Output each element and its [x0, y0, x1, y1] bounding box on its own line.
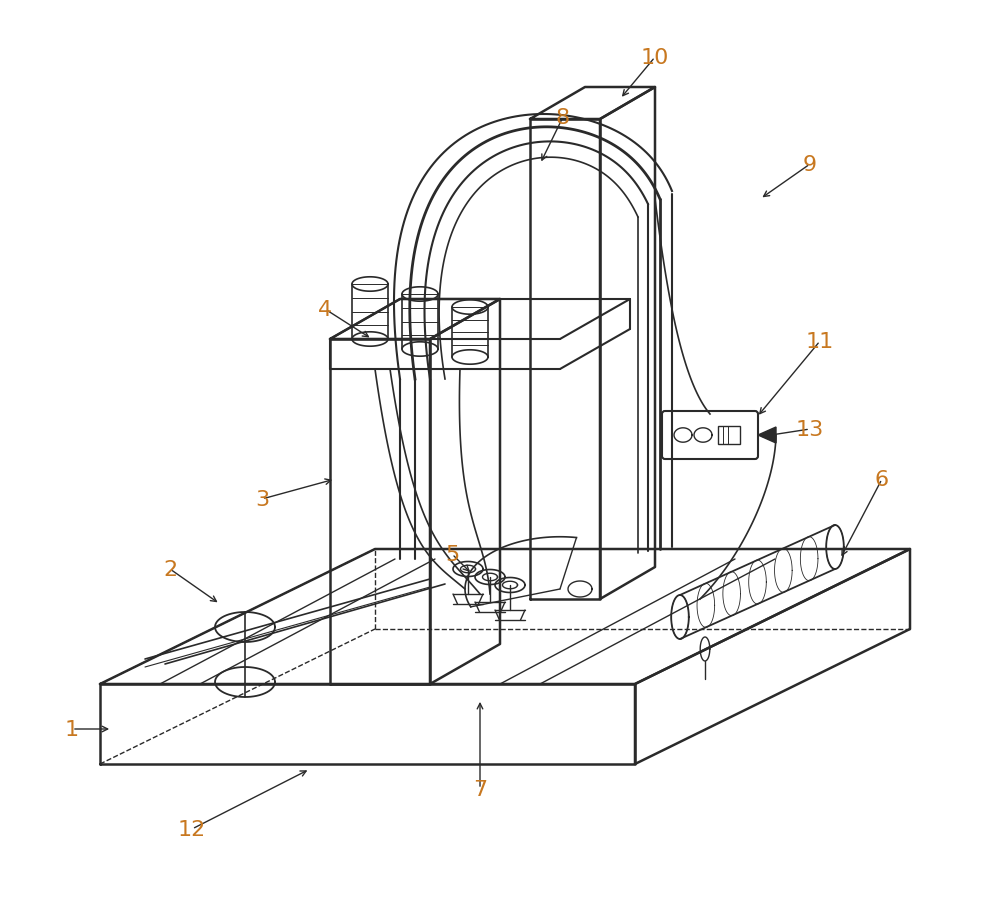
Bar	[718, 427, 740, 445]
Text: 4: 4	[318, 299, 332, 319]
Text: 2: 2	[163, 559, 177, 579]
Text: 1: 1	[65, 719, 79, 739]
Polygon shape	[758, 428, 776, 444]
Text: 11: 11	[806, 332, 834, 352]
Text: 8: 8	[556, 108, 570, 128]
Text: 9: 9	[803, 155, 817, 175]
Text: 13: 13	[796, 419, 824, 439]
Text: 12: 12	[178, 819, 206, 839]
Text: 7: 7	[473, 779, 487, 799]
Text: 3: 3	[255, 490, 269, 510]
Text: 6: 6	[875, 469, 889, 490]
Text: 10: 10	[641, 48, 669, 68]
Text: 5: 5	[445, 545, 459, 565]
